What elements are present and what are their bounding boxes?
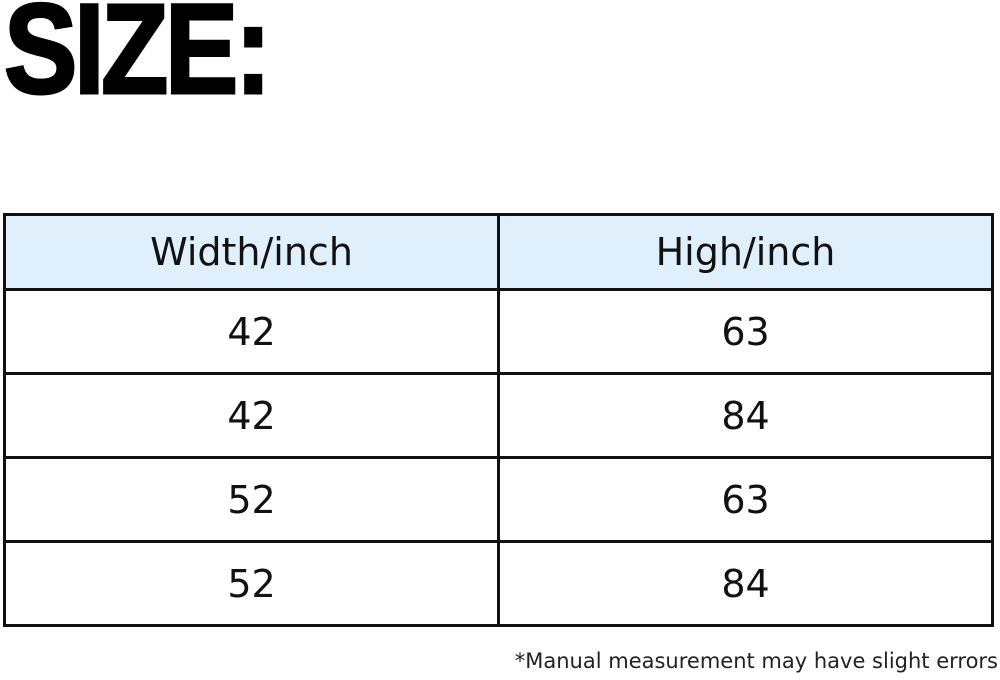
page-title: SIZE: [3,0,273,121]
header-width: Width/inch [3,213,500,291]
table-row: 42 84 [3,372,994,459]
cell-width: 42 [3,288,500,375]
cell-width: 42 [3,372,500,459]
cell-width: 52 [3,540,500,627]
cell-high: 63 [497,288,994,375]
table-row: 52 63 [3,456,994,543]
table-row: 42 63 [3,288,994,375]
cell-high: 63 [497,456,994,543]
table-row: 52 84 [3,540,994,627]
cell-high: 84 [497,372,994,459]
size-table: Width/inch High/inch 42 63 42 84 52 63 5… [3,213,994,627]
cell-width: 52 [3,456,500,543]
footnote: *Manual measurement may have slight erro… [514,649,998,673]
header-high: High/inch [497,213,994,291]
cell-high: 84 [497,540,994,627]
table-header-row: Width/inch High/inch [3,213,994,291]
